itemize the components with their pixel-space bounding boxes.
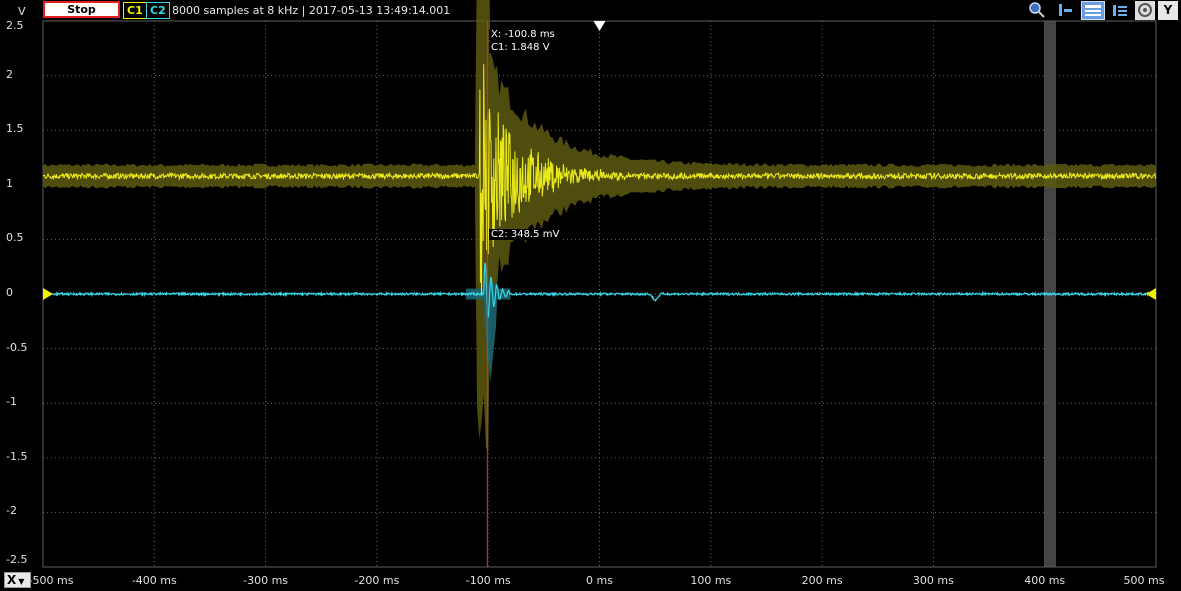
c1-trace: [42, 64, 1157, 296]
channel-2-toggle[interactable]: C2: [146, 2, 170, 19]
x-tick-label: -300 ms: [243, 574, 289, 587]
autoscale-icon[interactable]: [1056, 1, 1074, 20]
acquisition-info: 8000 samples at 8 kHz | 2017-05-13 13:49…: [172, 4, 451, 17]
y-unit-label: V: [18, 5, 26, 18]
settings-icon[interactable]: [1135, 1, 1155, 20]
y-tick-label: 0: [6, 286, 13, 299]
c2-trace: [42, 262, 1157, 318]
y-axis-button[interactable]: Y: [1158, 1, 1178, 20]
c1-offset-marker-right-icon: [1146, 288, 1156, 300]
c2-envelope: [465, 283, 511, 382]
stop-button[interactable]: Stop: [43, 1, 120, 18]
y-tick-label: 2.5: [6, 19, 24, 32]
x-axis-button[interactable]: X ▼: [4, 572, 31, 588]
y-tick-label: -2.5: [6, 553, 28, 566]
zoom-icon[interactable]: [1028, 1, 1046, 20]
x-tick-label: -100 ms: [465, 574, 511, 587]
layout-icon[interactable]: [1081, 1, 1105, 20]
x-tick-label: 0 ms: [586, 574, 613, 587]
y-tick-label: -0.5: [6, 340, 28, 354]
x-tick-label: -400 ms: [131, 574, 177, 587]
x-tick-label: -200 ms: [354, 574, 400, 587]
y-tick-label: -1: [6, 395, 17, 409]
x-tick-label: 400 ms: [1024, 574, 1066, 587]
cursor-x-readout: X: -100.8 ms: [489, 29, 557, 40]
toolbar: Stop C1 C2 8000 samples at 8 kHz | 2017-…: [0, 0, 1181, 21]
x-tick-label: 500 ms: [1123, 574, 1165, 587]
x-tick-label: -500 ms: [28, 574, 74, 587]
channels-icon[interactable]: [1110, 1, 1130, 20]
trigger-marker-icon: [593, 21, 606, 31]
cursor-c2-readout: C2: 348.5 mV: [489, 229, 562, 240]
y-tick-label: 1.5: [6, 122, 24, 136]
y-tick-label: -2: [6, 504, 17, 518]
cursor-c1-readout: C1: 1.848 V: [489, 42, 552, 53]
x-tick-label: 200 ms: [801, 574, 843, 587]
y-tick-label: -1.5: [6, 449, 28, 463]
x-tick-label: 300 ms: [912, 574, 954, 587]
c1-offset-marker-icon: [43, 288, 53, 300]
y-tick-label: 0.5: [6, 231, 24, 245]
x-tick-label: 100 ms: [690, 574, 732, 587]
y-tick-label: 1: [6, 176, 13, 190]
y-tick-label: 2: [6, 67, 13, 81]
